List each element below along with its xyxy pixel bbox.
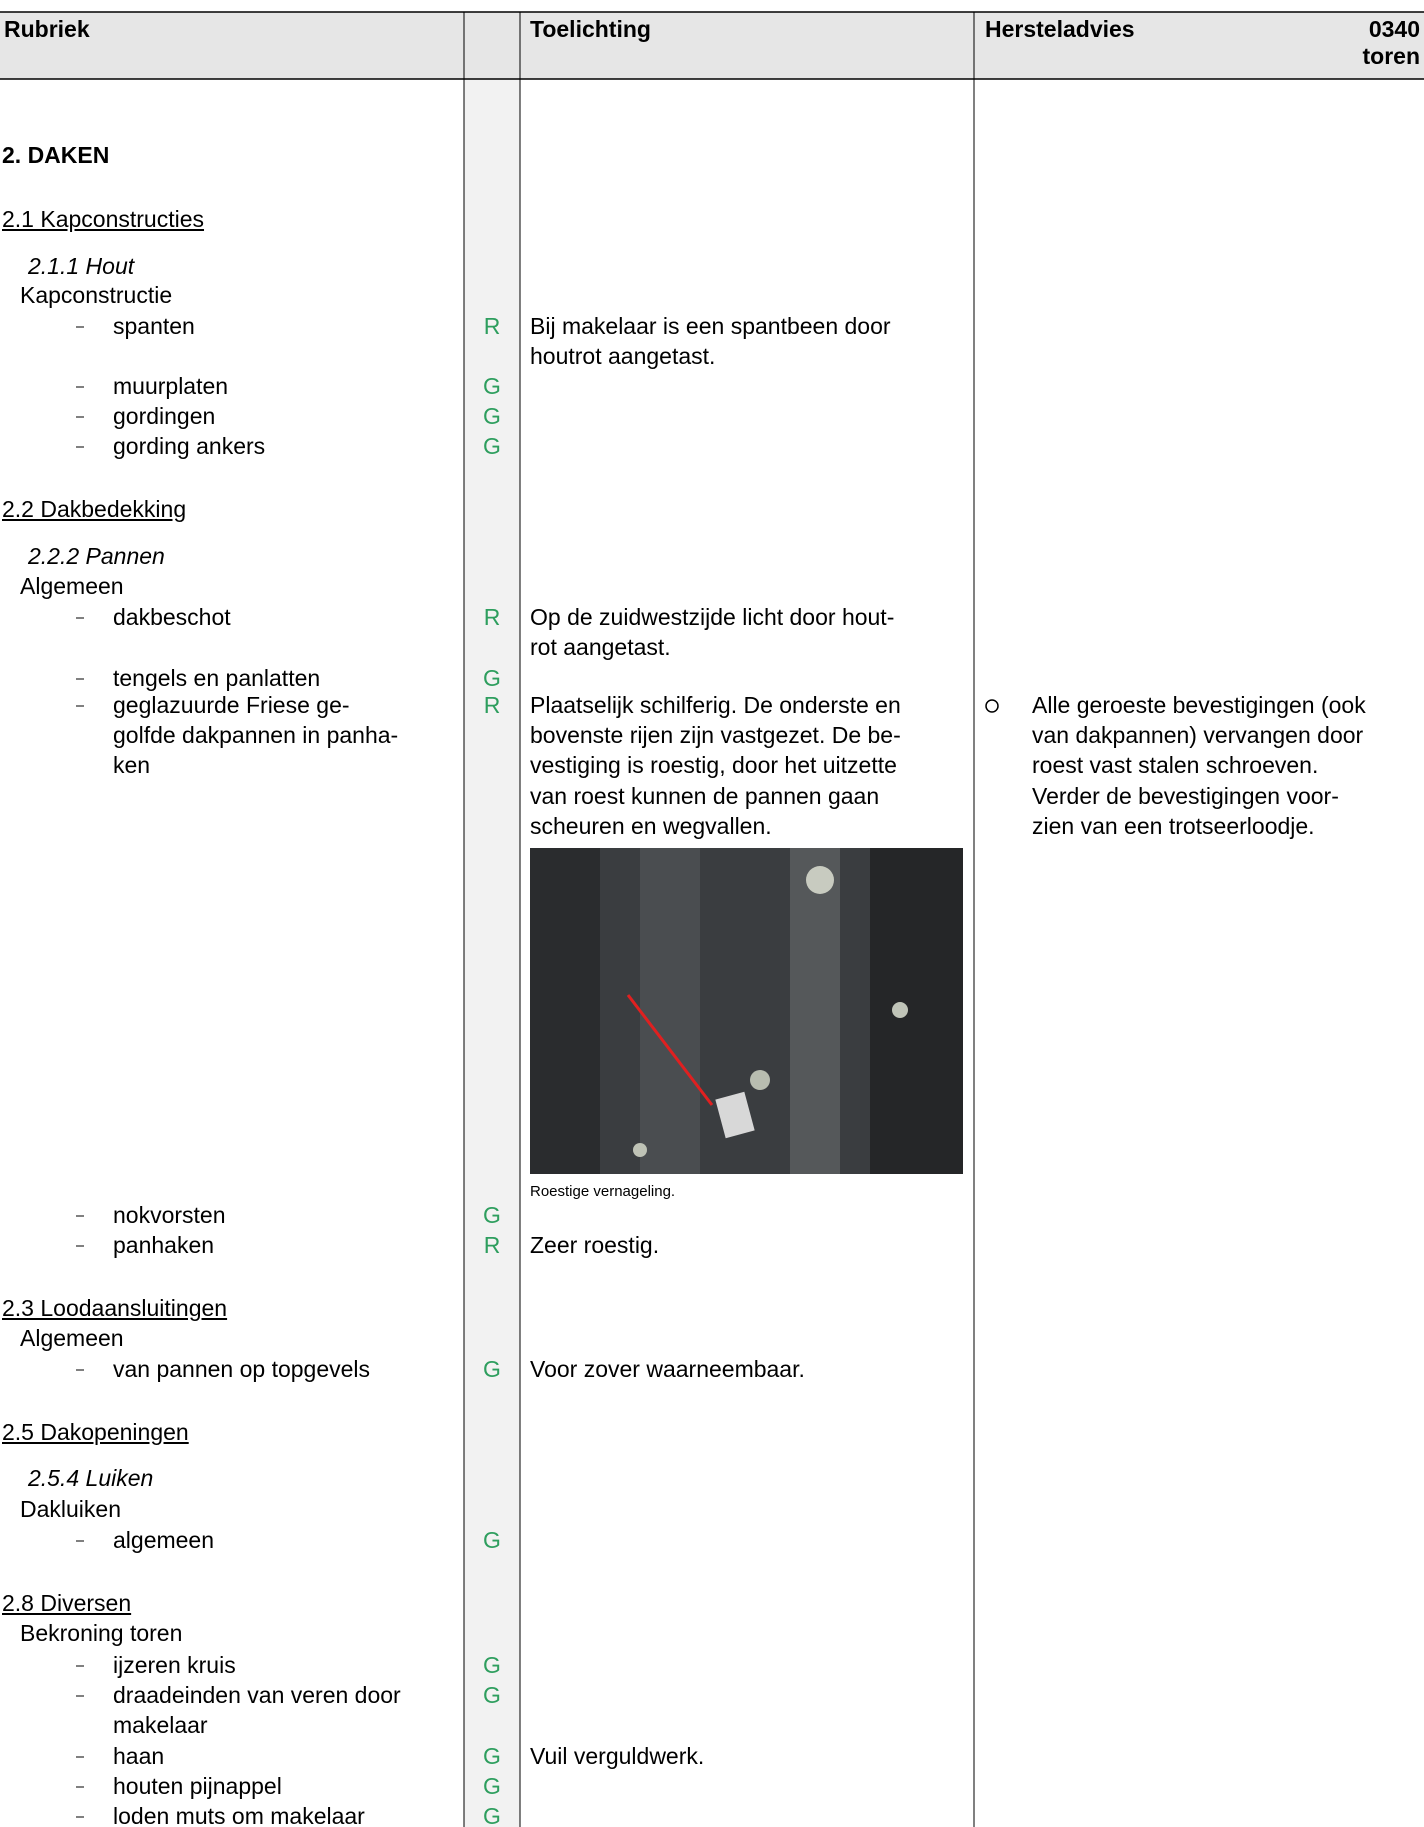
bullet: [985, 699, 999, 713]
heading: 2.5 Dakopeningen: [2, 1419, 189, 1445]
status: G: [483, 1652, 501, 1678]
remark: Voor zover waarneembaar.: [530, 1356, 805, 1382]
item: algemeen: [113, 1527, 215, 1553]
item: geglazuurde Friese ge-: [113, 692, 350, 718]
status: G: [483, 433, 501, 459]
section-title: 2. DAKEN: [2, 142, 110, 168]
heading: 2.2 Dakbedekking: [2, 496, 187, 522]
item: spanten: [113, 313, 195, 339]
status-bg: [464, 79, 520, 1827]
heading: 2.1 Kapconstructies: [2, 206, 205, 232]
photo-caption: Roestige vernageling.: [530, 1183, 676, 1200]
group: Bekroning toren: [20, 1620, 183, 1646]
remark: scheuren en wegvallen.: [530, 813, 772, 839]
advice: Alle geroeste bevestigingen (ook: [1032, 692, 1366, 718]
header-cell: toren: [1362, 43, 1421, 69]
remark: Plaatselijk schilferig. De onderste en: [530, 692, 901, 718]
remark: Bij makelaar is een spantbeen door: [530, 313, 891, 339]
status: G: [483, 1773, 501, 1799]
item: van pannen op topgevels: [113, 1356, 371, 1382]
status: G: [483, 403, 501, 429]
status: G: [483, 373, 501, 399]
status: R: [483, 692, 501, 718]
remark: Zeer roestig.: [530, 1232, 660, 1258]
item: nokvorsten: [113, 1202, 226, 1228]
status: G: [483, 1527, 501, 1553]
header-cell: 0340: [1368, 16, 1420, 42]
item: loden muts om makelaar: [113, 1803, 365, 1827]
advice: zien van een trotseerloodje.: [1032, 813, 1315, 839]
remark: van roest kunnen de pannen gaan: [530, 783, 880, 809]
remark: houtrot aangetast.: [530, 343, 716, 369]
group: Dakluiken: [20, 1496, 121, 1522]
status: R: [483, 313, 501, 339]
remark: vestiging is roestig, door het uitzette: [530, 752, 897, 778]
subheading: 2.5.4 Luiken: [28, 1465, 154, 1491]
item: houten pijnappel: [113, 1773, 282, 1799]
item: haan: [113, 1743, 165, 1769]
advice: Verder de bevestigingen voor-: [1032, 783, 1339, 809]
remark: Vuil verguldwerk.: [530, 1743, 705, 1769]
photo: [530, 848, 963, 1174]
group: Algemeen: [20, 573, 124, 599]
subheading: 2.2.2 Pannen: [28, 543, 165, 569]
header-bg: [0, 12, 1424, 79]
status: R: [483, 604, 501, 630]
group: Algemeen: [20, 1325, 124, 1351]
advice: van dakpannen) vervangen door: [1032, 722, 1364, 748]
item: panhaken: [113, 1232, 215, 1258]
item: makelaar: [113, 1712, 208, 1738]
item: ken: [113, 752, 151, 778]
item: muurplaten: [113, 373, 229, 399]
header-cell: Toelichting: [530, 16, 651, 42]
subheading: 2.1.1 Hout: [28, 253, 135, 279]
item: gording ankers: [113, 433, 266, 459]
status: G: [483, 1356, 501, 1382]
status: R: [483, 1232, 501, 1258]
remark: Op de zuidwestzijde licht door hout-: [530, 604, 895, 630]
item: golfde dakpannen in panha-: [113, 722, 399, 748]
dashes: [76, 326, 84, 1818]
item: dakbeschot: [113, 604, 231, 630]
heading: 2.8 Diversen: [2, 1590, 132, 1616]
group: Kapconstructie: [20, 282, 173, 308]
header-cell: Hersteladvies: [985, 16, 1135, 42]
status: G: [483, 665, 501, 691]
status: G: [483, 1803, 501, 1827]
status: G: [483, 1202, 501, 1228]
heading: 2.3 Loodaansluitingen: [2, 1295, 228, 1321]
header-cell: Rubriek: [4, 16, 90, 42]
item: tengels en panlatten: [113, 665, 321, 691]
item: gordingen: [113, 403, 216, 429]
remark: rot aangetast.: [530, 634, 671, 660]
status: G: [483, 1682, 501, 1708]
item: draadeinden van veren door: [113, 1682, 401, 1708]
item: ijzeren kruis: [113, 1652, 236, 1678]
remark: bovenste rijen zijn vastgezet. De be-: [530, 722, 901, 748]
status: G: [483, 1743, 501, 1769]
advice: roest vast stalen schroeven.: [1032, 752, 1319, 778]
